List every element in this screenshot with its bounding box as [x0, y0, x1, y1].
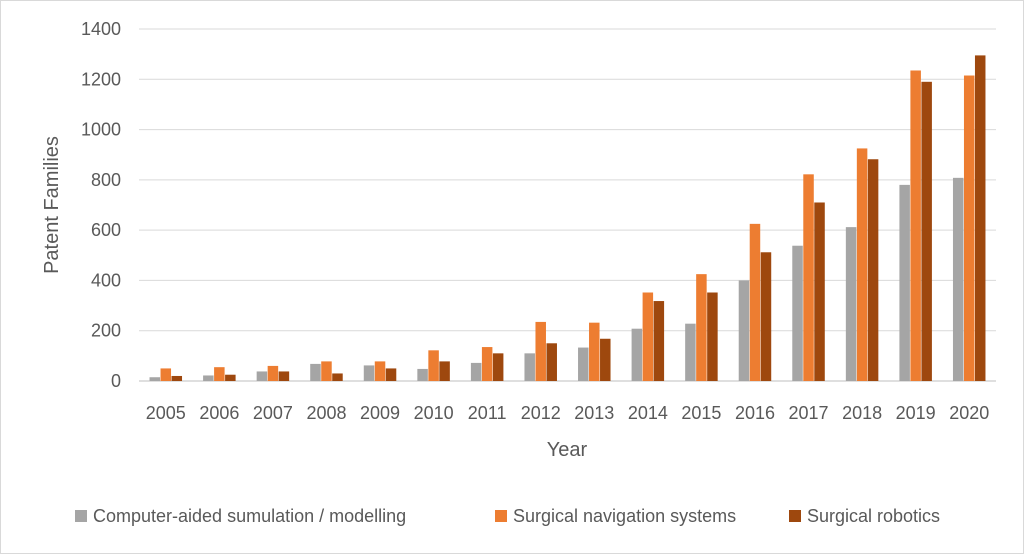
x-tick-label: 2020: [949, 403, 989, 423]
bar-robotics: [332, 373, 343, 381]
bar-simulation: [417, 368, 428, 381]
x-tick-label: 2012: [521, 403, 561, 423]
bar-robotics: [760, 252, 772, 381]
bar-navigation: [160, 368, 172, 381]
bar-simulation: [631, 328, 643, 381]
y-tick-labels: 0 200 400 600 800 1000 1200 1400: [81, 19, 121, 391]
y-tick-label: 600: [91, 220, 121, 240]
bar-navigation: [696, 274, 707, 381]
bar-robotics: [814, 202, 825, 381]
x-tick-label: 2011: [468, 403, 507, 423]
x-tick-label: 2015: [681, 403, 721, 423]
x-tick-label: 2008: [306, 403, 346, 423]
bar-navigation: [214, 367, 225, 381]
bar-navigation: [481, 347, 493, 381]
bars: [149, 55, 986, 382]
bar-simulation: [845, 227, 857, 381]
bar-robotics: [439, 361, 450, 381]
bar-simulation: [685, 323, 696, 381]
bar-robotics: [546, 343, 557, 381]
legend-label: Surgical robotics: [807, 506, 940, 526]
x-tick-labels: 2005 2006 2007 2008 2009 2010 2011 2012 2013 2014…: [146, 403, 989, 423]
bar-robotics: [653, 301, 665, 381]
x-tick-label: 2010: [414, 403, 454, 423]
x-tick-label: 2013: [574, 403, 614, 423]
x-axis-title: Year: [547, 439, 588, 461]
bar-simulation: [470, 362, 482, 381]
y-tick-label: 1200: [81, 69, 121, 89]
bar-navigation: [321, 361, 332, 381]
legend-swatch: [495, 510, 507, 522]
bar-navigation: [428, 350, 439, 381]
x-tick-label: 2009: [360, 403, 400, 423]
y-tick-label: 0: [111, 371, 121, 391]
bar-simulation: [578, 347, 589, 381]
bar-navigation: [535, 321, 546, 381]
bar-simulation: [363, 365, 375, 381]
bar-navigation: [642, 292, 654, 381]
bar-simulation: [738, 280, 750, 381]
bar-navigation: [267, 365, 279, 381]
legend: Computer-aided sumulation / modelling Sur…: [75, 506, 940, 526]
x-tick-label: 2016: [735, 403, 775, 423]
y-tick-label: 800: [91, 170, 121, 190]
bar-navigation: [910, 70, 921, 381]
x-tick-label: 2019: [896, 403, 936, 423]
bar-navigation: [963, 75, 975, 381]
bar-robotics: [278, 371, 290, 381]
x-tick-label: 2018: [842, 403, 882, 423]
y-axis-title: Patent Families: [41, 136, 63, 274]
bar-robotics: [921, 81, 932, 382]
bar-navigation: [589, 322, 600, 381]
x-tick-label: 2006: [199, 403, 239, 423]
x-tick-label: 2014: [628, 403, 668, 423]
bar-robotics: [492, 353, 504, 381]
bar-robotics: [225, 374, 236, 381]
bar-simulation: [899, 184, 910, 381]
bar-simulation: [203, 375, 214, 381]
bar-simulation: [952, 177, 964, 381]
bar-navigation: [803, 174, 814, 381]
bar-simulation: [524, 353, 535, 381]
bar-robotics: [385, 368, 397, 381]
bar-robotics: [867, 159, 879, 381]
bar-simulation: [792, 245, 803, 381]
legend-swatch: [789, 510, 801, 522]
x-tick-label: 2017: [789, 403, 829, 423]
legend-label: Surgical navigation systems: [513, 506, 736, 526]
y-tick-label: 400: [91, 270, 121, 290]
legend-label: Computer-aided sumulation / modelling: [93, 506, 406, 526]
x-tick-label: 2005: [146, 403, 186, 423]
bar-simulation: [256, 371, 268, 381]
bar-robotics: [974, 55, 986, 382]
x-tick-label: 2007: [253, 403, 293, 423]
bar-robotics: [707, 292, 718, 381]
bar-simulation: [310, 363, 321, 381]
bar-robotics: [171, 375, 183, 381]
y-tick-label: 200: [91, 321, 121, 341]
bar-robotics: [600, 338, 611, 381]
legend-swatch: [75, 510, 87, 522]
gridlines: [139, 28, 996, 382]
bar-simulation: [149, 377, 161, 381]
y-tick-label: 1400: [81, 19, 121, 39]
y-tick-label: 1000: [81, 120, 121, 140]
bar-navigation: [749, 223, 761, 381]
bar-navigation: [856, 148, 868, 381]
bar-navigation: [374, 361, 386, 381]
